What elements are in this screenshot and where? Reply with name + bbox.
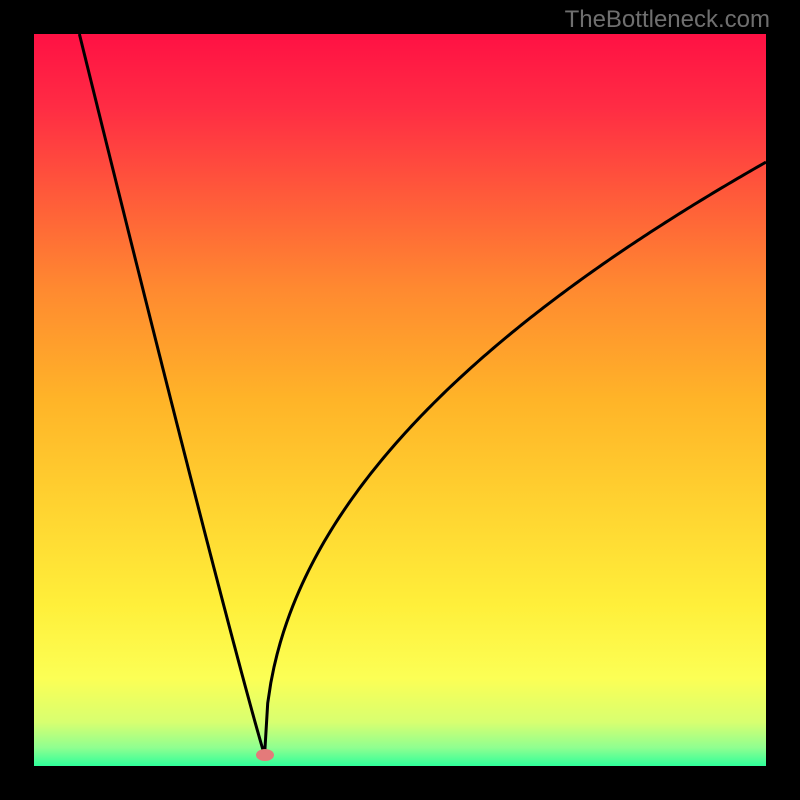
figure-root: TheBottleneck.com bbox=[0, 0, 800, 800]
watermark-text: TheBottleneck.com bbox=[565, 6, 770, 34]
bottleneck-curve bbox=[34, 34, 766, 766]
plot-area bbox=[34, 34, 766, 766]
optimal-point-marker bbox=[256, 749, 274, 761]
bottleneck-curve-path bbox=[79, 34, 766, 755]
